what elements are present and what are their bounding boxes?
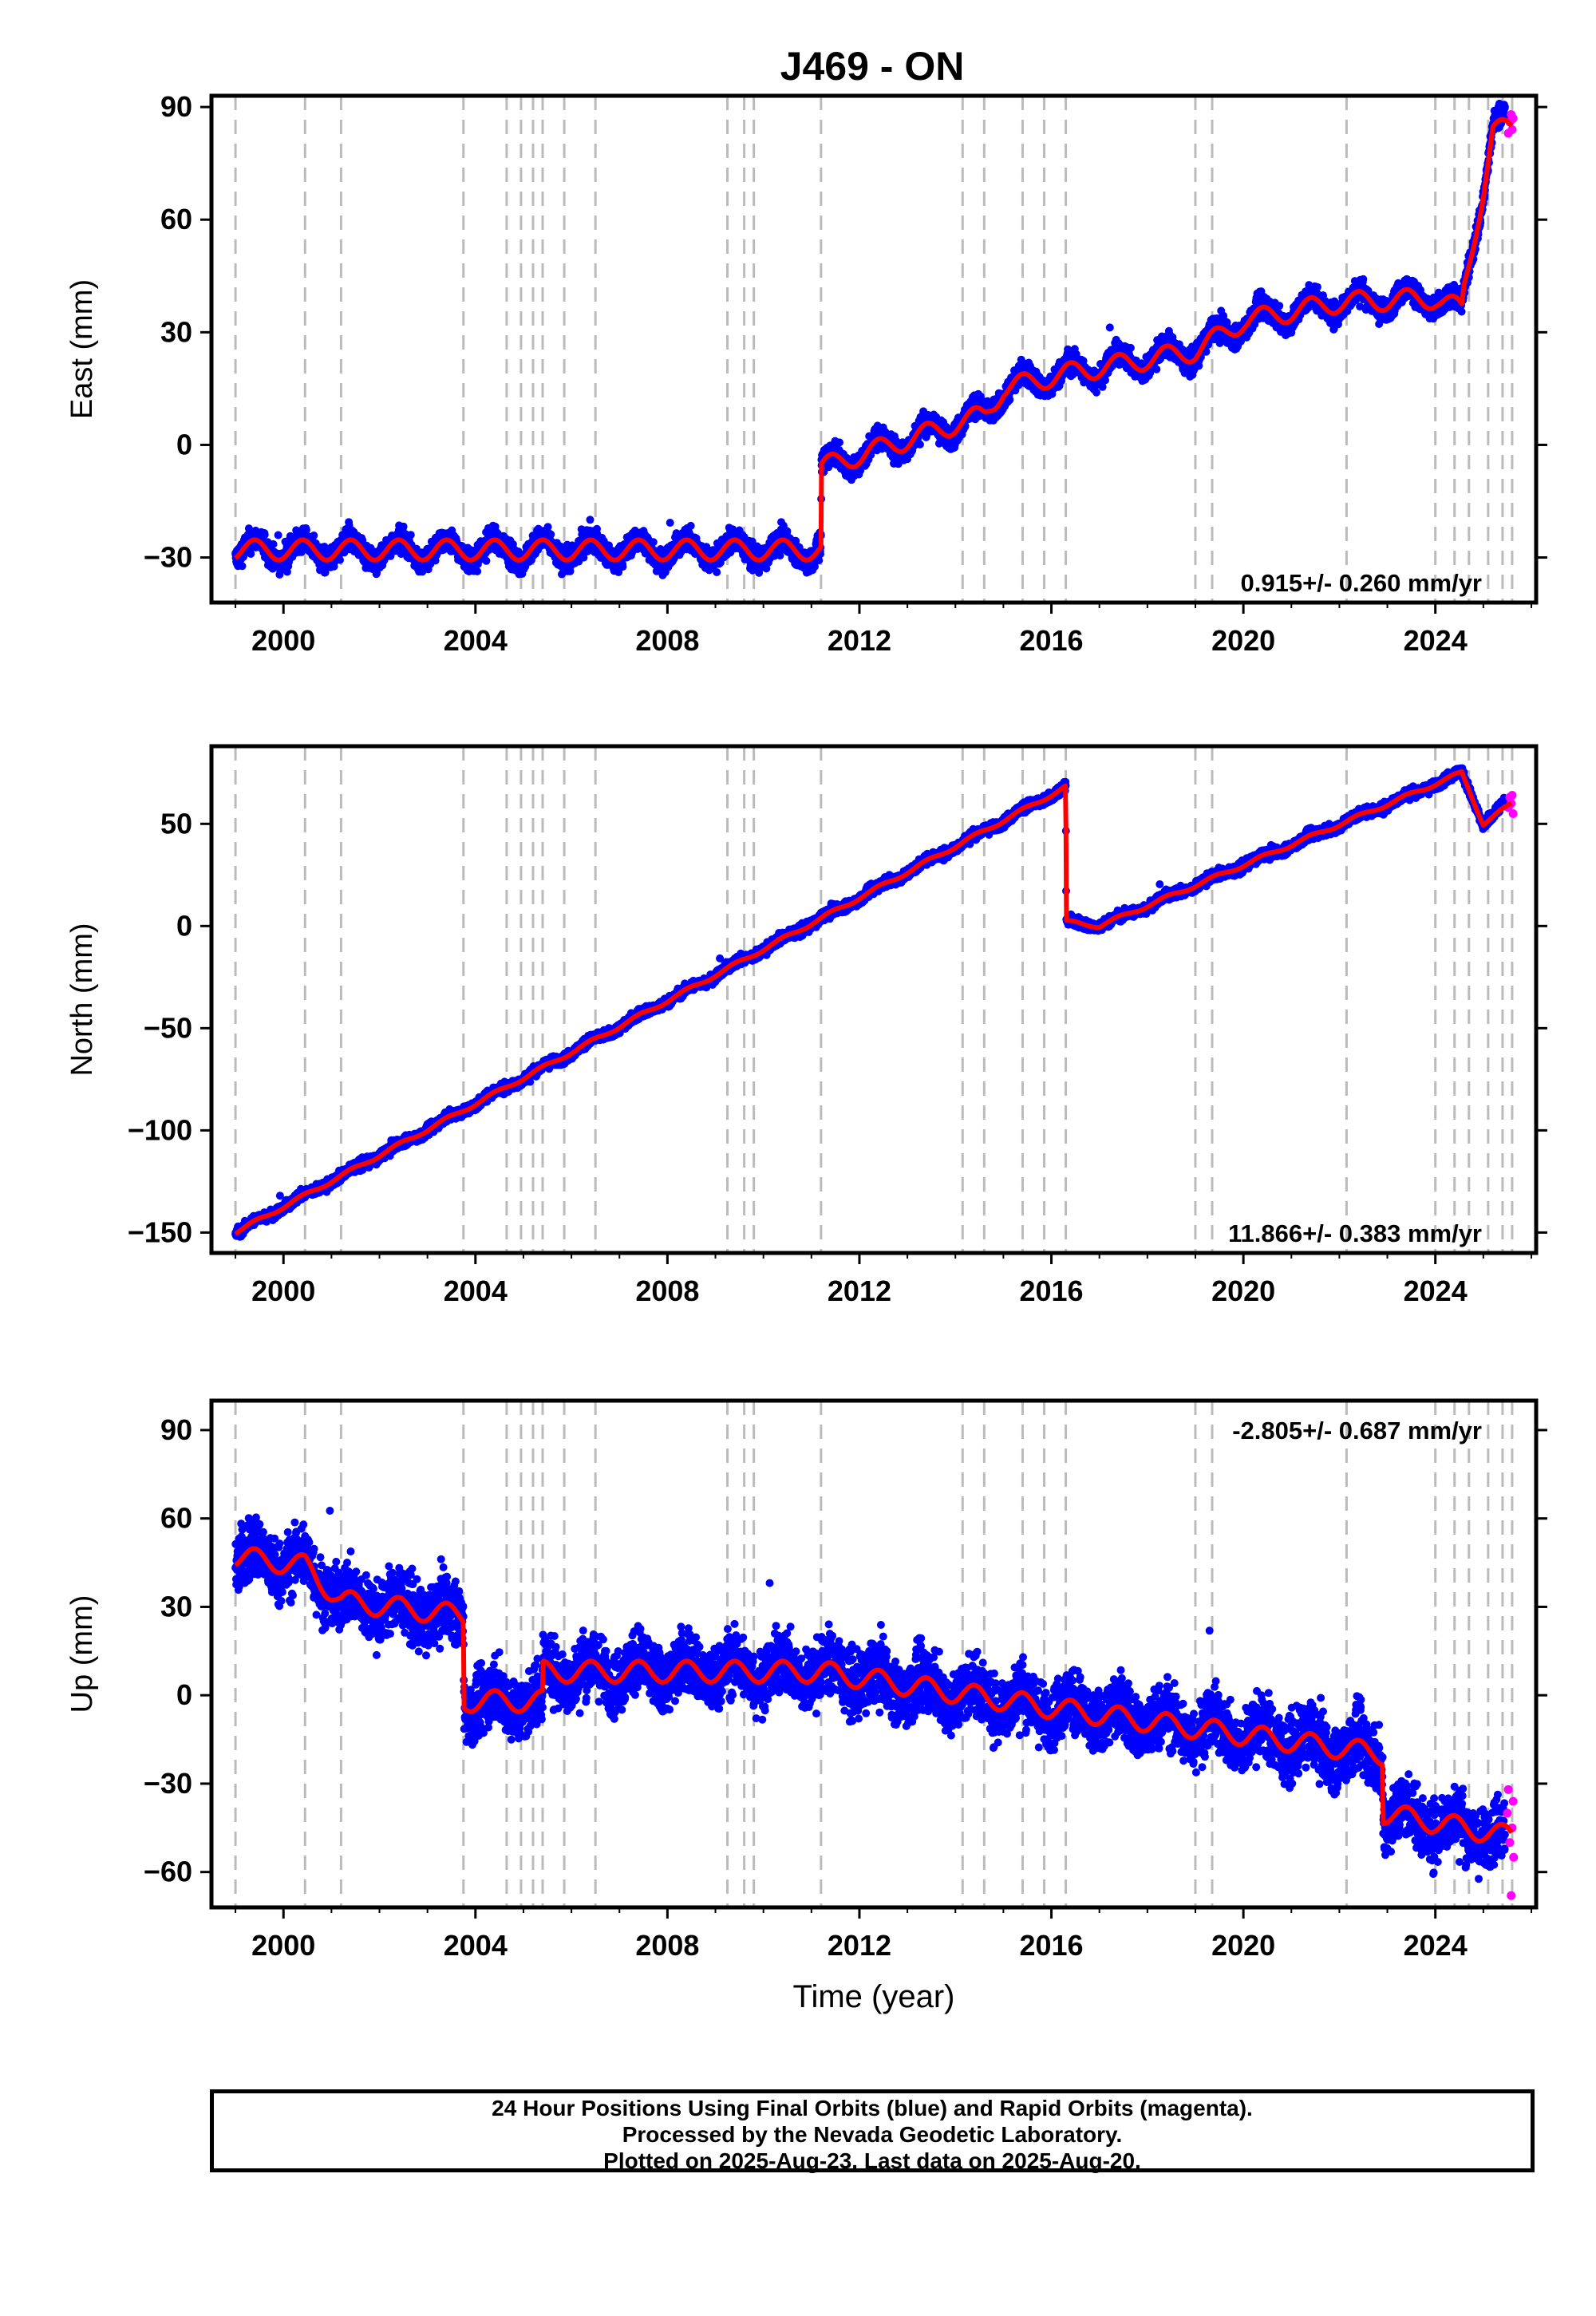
plot-area-east [231,96,1518,603]
final-orbit-point [269,539,278,548]
final-orbit-point [649,538,658,547]
final-orbit-point [302,525,310,534]
final-orbit-point [915,440,924,449]
final-orbit-point [618,563,627,571]
final-orbit-point [406,531,415,539]
final-orbit-point [1005,395,1014,404]
final-orbit-point [482,556,491,565]
final-orbit-point [836,438,843,447]
final-orbit-point [247,550,255,558]
final-orbit-point [310,532,318,539]
final-orbit-point [547,530,555,539]
final-orbit-point [274,531,282,539]
final-orbit-point [238,562,247,571]
final-orbit-point [399,522,408,531]
final-orbit-point [586,516,595,524]
final-orbit-points [231,99,1509,579]
final-orbit-point [260,531,269,539]
final-orbit-point [336,555,344,564]
final-orbit-point [1275,302,1284,310]
final-orbit-point [358,536,367,544]
final-orbit-point [1092,388,1100,397]
final-orbit-point [666,519,674,527]
final-orbit-point [1152,365,1161,373]
final-orbit-point [1126,343,1135,352]
final-orbit-point [783,527,792,536]
chart-title: J469 - ON [780,44,965,89]
final-orbit-point [1105,323,1114,332]
final-orbit-point [686,521,695,530]
final-orbit-point [1101,376,1109,385]
final-orbit-point [713,568,721,576]
final-orbit-point [473,567,482,575]
